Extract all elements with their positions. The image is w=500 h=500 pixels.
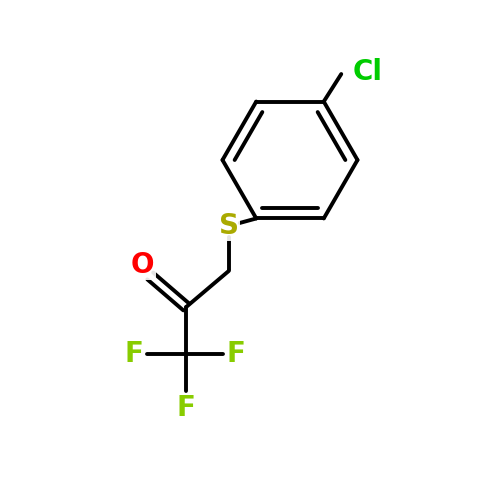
- Text: S: S: [218, 212, 239, 240]
- Text: O: O: [131, 251, 154, 279]
- Text: F: F: [227, 340, 246, 368]
- Text: F: F: [124, 340, 143, 368]
- Text: Cl: Cl: [352, 58, 382, 86]
- Text: F: F: [177, 394, 196, 422]
